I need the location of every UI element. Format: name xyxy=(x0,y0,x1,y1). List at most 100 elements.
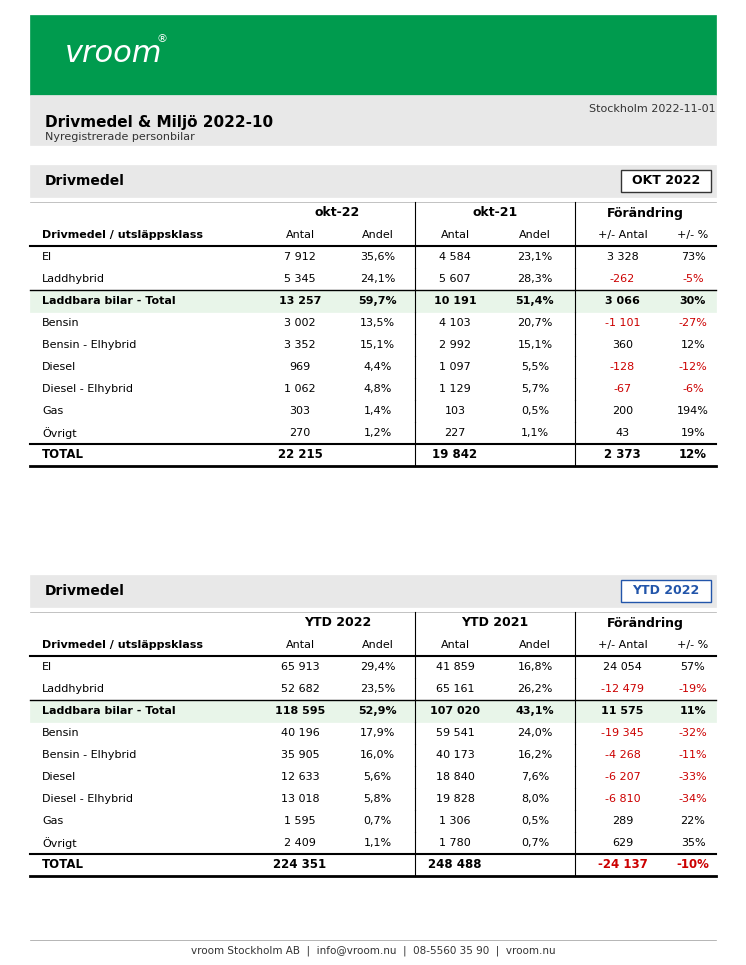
Bar xyxy=(30,165,716,197)
Text: -5%: -5% xyxy=(682,274,703,284)
Text: vroom Stockholm AB  |  info@vroom.nu  |  08-5560 35 90  |  vroom.nu: vroom Stockholm AB | info@vroom.nu | 08-… xyxy=(191,946,555,956)
Text: +/- %: +/- % xyxy=(677,640,709,650)
Text: Antal: Antal xyxy=(440,230,469,240)
Text: vroom: vroom xyxy=(65,39,163,68)
Text: 65 161: 65 161 xyxy=(436,684,474,694)
Text: 224 351: 224 351 xyxy=(274,859,327,871)
Text: -6 207: -6 207 xyxy=(604,772,640,782)
Text: -34%: -34% xyxy=(679,794,707,804)
Text: Övrigt: Övrigt xyxy=(42,427,77,439)
Text: Förändring: Förändring xyxy=(607,617,684,629)
Text: 3 066: 3 066 xyxy=(605,296,640,306)
Text: 1,1%: 1,1% xyxy=(521,428,549,438)
Text: 5,8%: 5,8% xyxy=(363,794,392,804)
Text: 2 373: 2 373 xyxy=(604,449,641,461)
Text: 16,2%: 16,2% xyxy=(518,750,553,760)
Text: 16,8%: 16,8% xyxy=(518,662,553,672)
Text: Bensin - Elhybrid: Bensin - Elhybrid xyxy=(42,750,137,760)
Text: YTD 2021: YTD 2021 xyxy=(461,617,529,629)
Text: 13 257: 13 257 xyxy=(279,296,322,306)
Text: 1 129: 1 129 xyxy=(439,384,471,394)
Bar xyxy=(30,95,716,145)
Text: 73%: 73% xyxy=(680,252,706,262)
Text: +/- %: +/- % xyxy=(677,230,709,240)
Text: 22 215: 22 215 xyxy=(278,449,322,461)
Text: 40 173: 40 173 xyxy=(436,750,474,760)
Text: Diesel: Diesel xyxy=(42,362,76,372)
Text: 4,4%: 4,4% xyxy=(363,362,392,372)
Text: 12 633: 12 633 xyxy=(280,772,319,782)
Text: 5 607: 5 607 xyxy=(439,274,471,284)
Bar xyxy=(30,15,716,95)
Text: 51,4%: 51,4% xyxy=(515,296,554,306)
Text: Bensin: Bensin xyxy=(42,728,80,738)
Text: 52 682: 52 682 xyxy=(280,684,319,694)
Text: 19 828: 19 828 xyxy=(436,794,474,804)
Text: 1,4%: 1,4% xyxy=(363,406,392,416)
Text: 24,1%: 24,1% xyxy=(360,274,395,284)
Text: -33%: -33% xyxy=(679,772,707,782)
Text: Antal: Antal xyxy=(440,640,469,650)
Text: 1 306: 1 306 xyxy=(439,816,471,826)
Text: ®: ® xyxy=(157,34,168,44)
Text: 2 409: 2 409 xyxy=(284,838,316,848)
Text: 23,5%: 23,5% xyxy=(360,684,395,694)
Text: 40 196: 40 196 xyxy=(280,728,319,738)
Text: El: El xyxy=(42,662,52,672)
Text: -128: -128 xyxy=(610,362,635,372)
Text: 13,5%: 13,5% xyxy=(360,318,395,328)
Text: Diesel - Elhybrid: Diesel - Elhybrid xyxy=(42,794,133,804)
Text: 15,1%: 15,1% xyxy=(360,340,395,350)
Text: 11 575: 11 575 xyxy=(601,706,644,716)
Text: 57%: 57% xyxy=(680,662,706,672)
Text: 1,2%: 1,2% xyxy=(363,428,392,438)
Text: 20,7%: 20,7% xyxy=(517,318,553,328)
Text: 1 780: 1 780 xyxy=(439,838,471,848)
Text: 12%: 12% xyxy=(679,449,707,461)
Text: -12%: -12% xyxy=(679,362,707,372)
Text: 1,1%: 1,1% xyxy=(363,838,392,848)
Text: 270: 270 xyxy=(289,428,310,438)
Bar xyxy=(30,700,716,722)
Text: 107 020: 107 020 xyxy=(430,706,480,716)
Text: -24 137: -24 137 xyxy=(598,859,648,871)
Text: 194%: 194% xyxy=(677,406,709,416)
Text: 4,8%: 4,8% xyxy=(363,384,392,394)
Text: okt-21: okt-21 xyxy=(472,207,518,219)
Text: 969: 969 xyxy=(289,362,310,372)
Text: Andel: Andel xyxy=(362,230,393,240)
Text: 8,0%: 8,0% xyxy=(521,794,549,804)
Text: 4 584: 4 584 xyxy=(439,252,471,262)
Text: 26,2%: 26,2% xyxy=(517,684,553,694)
Text: 19 842: 19 842 xyxy=(433,449,477,461)
Bar xyxy=(30,575,716,607)
Text: Drivmedel: Drivmedel xyxy=(45,584,125,598)
Text: TOTAL: TOTAL xyxy=(42,449,84,461)
Text: 7,6%: 7,6% xyxy=(521,772,549,782)
Bar xyxy=(30,202,716,476)
Bar xyxy=(30,290,716,312)
Text: 118 595: 118 595 xyxy=(275,706,325,716)
Text: -11%: -11% xyxy=(679,750,707,760)
Text: Andel: Andel xyxy=(519,230,551,240)
Text: 2 992: 2 992 xyxy=(439,340,471,350)
Text: 28,3%: 28,3% xyxy=(517,274,553,284)
Text: Antal: Antal xyxy=(286,230,315,240)
Bar xyxy=(621,170,711,192)
Text: 52,9%: 52,9% xyxy=(358,706,397,716)
Text: 1 062: 1 062 xyxy=(284,384,316,394)
Text: Drivmedel / utsläppsklass: Drivmedel / utsläppsklass xyxy=(42,640,203,650)
Text: 5,6%: 5,6% xyxy=(363,772,392,782)
Text: 13 018: 13 018 xyxy=(280,794,319,804)
Text: Bensin: Bensin xyxy=(42,318,80,328)
Text: 35%: 35% xyxy=(680,838,705,848)
Text: 3 002: 3 002 xyxy=(284,318,316,328)
Text: Drivmedel: Drivmedel xyxy=(45,174,125,188)
Text: 43,1%: 43,1% xyxy=(515,706,554,716)
Text: -262: -262 xyxy=(610,274,635,284)
Text: Andel: Andel xyxy=(519,640,551,650)
Text: 12%: 12% xyxy=(680,340,706,350)
Text: Antal: Antal xyxy=(286,640,315,650)
Text: 35,6%: 35,6% xyxy=(360,252,395,262)
Text: 30%: 30% xyxy=(680,296,706,306)
